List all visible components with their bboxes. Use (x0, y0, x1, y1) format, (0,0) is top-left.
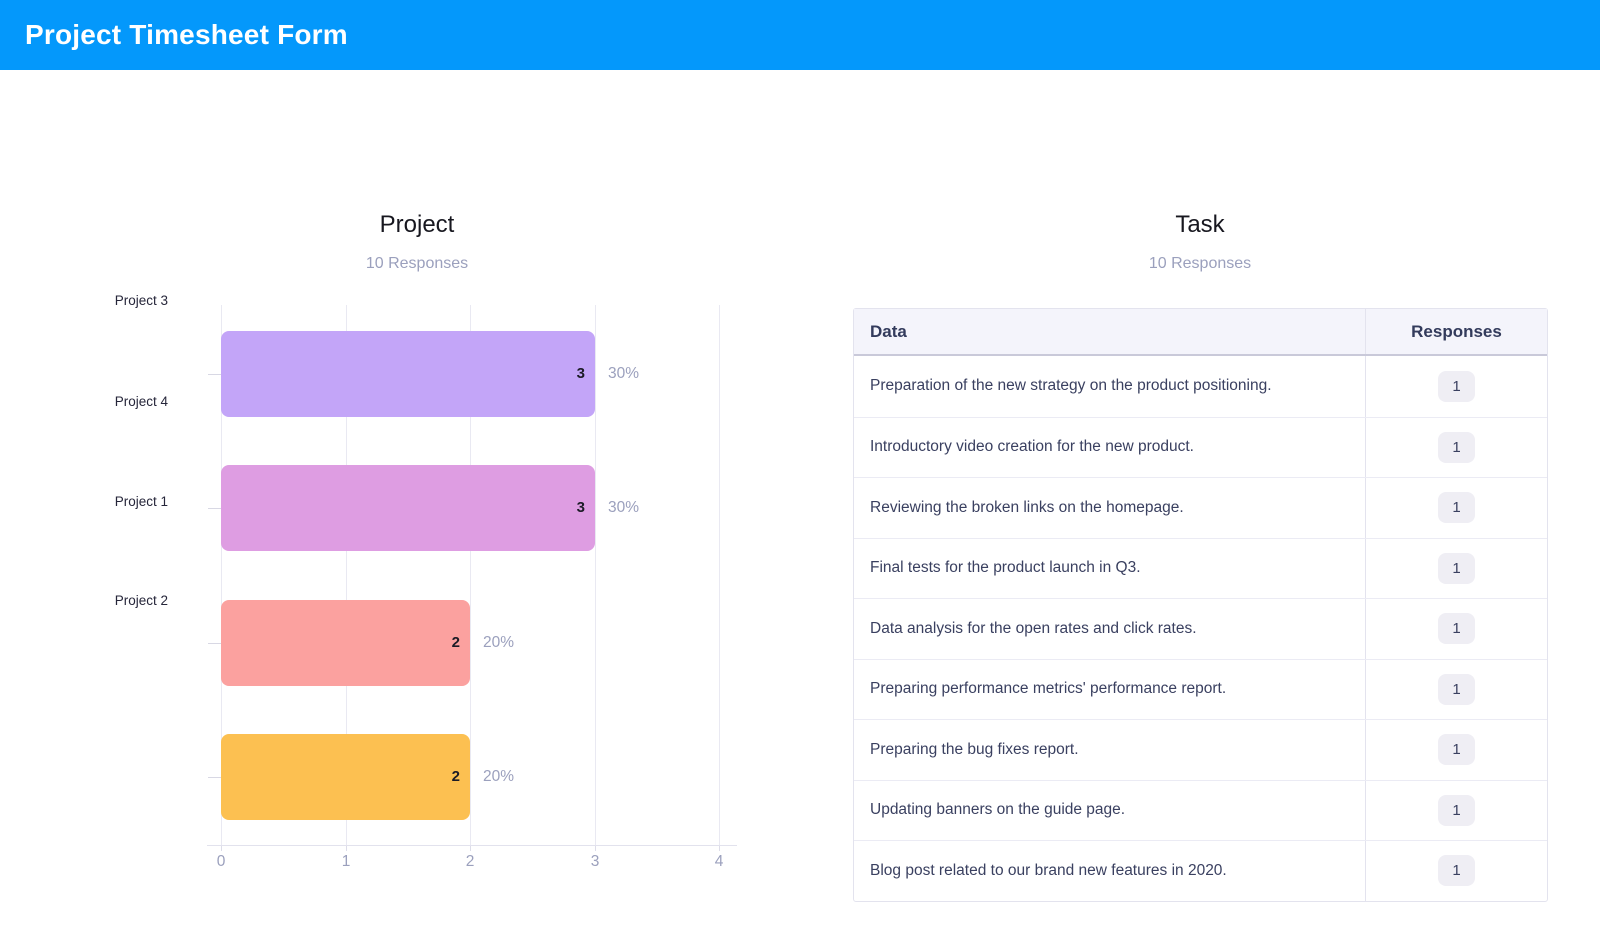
x-axis-tick-label: 0 (216, 853, 226, 870)
response-count-badge: 1 (1438, 673, 1475, 705)
column-header-data: Data (870, 322, 907, 341)
response-count-badge: 1 (1438, 734, 1475, 766)
table-row: Preparation of the new strategy on the p… (854, 356, 1547, 417)
task-cell: Preparation of the new strategy on the p… (870, 377, 1272, 395)
page-title: Project Timesheet Form (25, 19, 348, 50)
task-table: Data Responses Preparation of the new st… (853, 308, 1548, 902)
chart-title: Project (379, 211, 455, 238)
bar-value-label: 3 (576, 365, 585, 382)
responses-cell: 1 (1365, 599, 1547, 659)
gridline (346, 305, 347, 845)
task-cell: Data analysis for the open rates and cli… (870, 619, 1197, 637)
responses-cell: 1 (1365, 780, 1547, 840)
task-cell: Updating banners on the guide page. (870, 801, 1126, 819)
gridline (595, 305, 596, 845)
category-label: Project 4 (114, 394, 168, 409)
column-header-responses: Responses (1365, 309, 1547, 354)
bar-project-1: 2 (221, 600, 470, 686)
x-axis-tick (719, 845, 720, 851)
x-axis-tick-label: 3 (590, 853, 600, 870)
task-cell: Final tests for the product launch in Q3… (870, 559, 1141, 577)
category-label: Project 2 (114, 593, 168, 608)
responses-cell: 1 (1365, 841, 1547, 901)
gridline (719, 305, 720, 845)
response-count-badge: 1 (1438, 552, 1475, 584)
table-body: Preparation of the new strategy on the p… (854, 356, 1547, 901)
x-axis-tick (595, 845, 596, 851)
responses-cell: 1 (1365, 478, 1547, 538)
table-row: Updating banners on the guide page. 1 (854, 779, 1547, 840)
table-row: Reviewing the broken links on the homepa… (854, 477, 1547, 538)
responses-cell: 1 (1365, 720, 1547, 780)
responses-cell: 1 (1365, 417, 1547, 477)
table-row: Blog post related to our brand new featu… (854, 840, 1547, 901)
x-axis-tick-label: 1 (341, 853, 351, 870)
responses-cell: 1 (1365, 538, 1547, 598)
gridline (470, 305, 471, 845)
bar-percent-label: 30% (608, 365, 640, 382)
response-count-badge: 1 (1438, 613, 1475, 645)
response-count-badge: 1 (1438, 855, 1475, 887)
response-count-badge: 1 (1438, 794, 1475, 826)
bar-value-label: 2 (451, 768, 460, 785)
table-row: Final tests for the product launch in Q3… (854, 537, 1547, 598)
response-count-badge: 1 (1438, 370, 1475, 402)
bar-project-4: 3 (221, 465, 595, 551)
y-axis-tick (208, 508, 221, 509)
table-row: Data analysis for the open rates and cli… (854, 598, 1547, 659)
x-axis-tick (346, 845, 347, 851)
category-label: Project 3 (114, 293, 168, 308)
bar-project-3: 3 (221, 331, 595, 417)
x-axis-tick (221, 845, 222, 851)
responses-cell: 1 (1365, 659, 1547, 719)
response-count-badge: 1 (1438, 492, 1475, 524)
y-axis-tick (208, 643, 221, 644)
table-subtitle: 10 Responses (1148, 255, 1252, 272)
task-cell: Preparing performance metrics' performan… (870, 680, 1227, 698)
app-header: Project Timesheet Form (0, 0, 1600, 70)
table-row: Introductory video creation for the new … (854, 416, 1547, 477)
bar-value-label: 3 (576, 499, 585, 516)
task-cell: Blog post related to our brand new featu… (870, 861, 1227, 879)
responses-cell: 1 (1365, 356, 1547, 417)
table-header-row: Data Responses (854, 309, 1547, 356)
bar-percent-label: 20% (483, 768, 515, 785)
response-count-badge: 1 (1438, 431, 1475, 463)
y-axis-tick (208, 374, 221, 375)
gridline (221, 305, 222, 845)
x-axis-tick (470, 845, 471, 851)
y-axis-tick (208, 777, 221, 778)
chart-subtitle: 10 Responses (365, 255, 469, 272)
bar-chart-plot: 0 1 2 3 4 3 30% 3 30% 2 20% 2 20% (207, 305, 737, 870)
task-cell: Introductory video creation for the new … (870, 438, 1194, 456)
bar-percent-label: 30% (608, 499, 640, 516)
table-row: Preparing the bug fixes report. 1 (854, 719, 1547, 780)
x-axis-tick-label: 4 (714, 853, 724, 870)
task-cell: Reviewing the broken links on the homepa… (870, 498, 1184, 516)
category-label: Project 1 (114, 494, 168, 509)
category-axis-labels: Project 3 Project 4 Project 1 Project 2 (40, 0, 168, 700)
bar-value-label: 2 (451, 634, 460, 651)
table-row: Preparing performance metrics' performan… (854, 658, 1547, 719)
bar-percent-label: 20% (483, 634, 515, 651)
task-cell: Preparing the bug fixes report. (870, 740, 1079, 758)
bar-project-2: 2 (221, 734, 470, 820)
x-axis-line (207, 845, 737, 846)
x-axis-tick-label: 2 (465, 853, 475, 870)
table-title: Task (1175, 211, 1225, 238)
